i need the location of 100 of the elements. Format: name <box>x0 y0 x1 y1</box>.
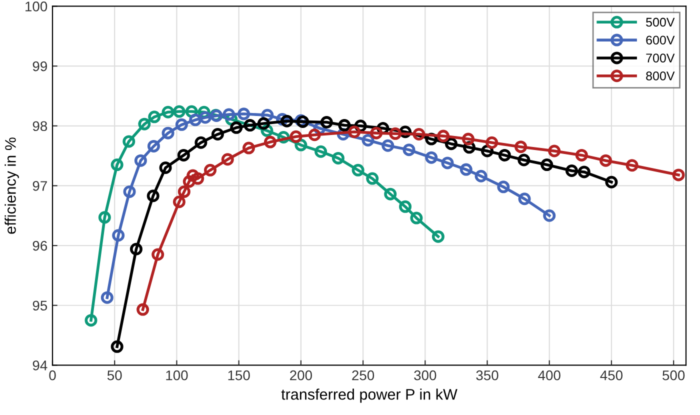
point <box>122 135 136 148</box>
x-axis-title: transferred power P in kW <box>281 388 458 403</box>
point <box>98 211 111 224</box>
point <box>199 111 212 124</box>
point <box>204 164 217 176</box>
point <box>460 163 472 176</box>
x-tick-label: 150 <box>228 370 250 380</box>
point <box>320 116 333 129</box>
x-tick-label: 50 <box>107 370 122 380</box>
point <box>152 248 164 261</box>
point <box>672 168 685 182</box>
point <box>338 119 351 132</box>
point <box>172 105 186 118</box>
point <box>370 126 383 140</box>
x-tick-label: 0 <box>49 370 56 380</box>
point <box>518 154 530 166</box>
point <box>578 166 590 178</box>
x-tick-label: 500 <box>662 370 685 380</box>
point <box>348 126 361 138</box>
point <box>543 209 556 222</box>
point <box>134 154 147 167</box>
point <box>626 159 638 172</box>
point <box>548 144 561 158</box>
legend-label: 800V <box>646 72 675 80</box>
point <box>172 196 186 208</box>
x-tick-label: 450 <box>600 370 623 380</box>
point <box>575 148 588 162</box>
point <box>399 200 412 213</box>
point <box>486 136 498 149</box>
point <box>162 126 174 140</box>
point <box>540 158 554 172</box>
point <box>462 132 474 146</box>
point <box>264 136 276 148</box>
point <box>110 340 124 353</box>
point <box>192 172 204 185</box>
point <box>147 140 160 152</box>
point <box>600 154 612 167</box>
point <box>175 118 188 131</box>
x-tick-label: 400 <box>538 370 560 380</box>
point <box>366 172 379 185</box>
point <box>425 151 438 164</box>
point <box>130 242 142 256</box>
point <box>290 130 302 143</box>
point <box>194 136 208 149</box>
point <box>474 170 488 182</box>
point <box>437 130 450 142</box>
point <box>280 114 294 128</box>
y-tick-label: 99 <box>32 61 47 72</box>
point <box>565 164 578 178</box>
point <box>362 134 374 146</box>
point <box>230 121 243 134</box>
x-tick-label: 100 <box>166 370 188 380</box>
legend-label: 600V <box>646 36 675 45</box>
y-axis-title: efficiency in % <box>4 138 19 234</box>
point <box>257 117 270 130</box>
point <box>123 185 136 198</box>
point <box>222 108 236 121</box>
y-tick-label: 96 <box>32 240 48 251</box>
point <box>244 119 256 132</box>
x-tick-label: 350 <box>476 370 498 380</box>
point <box>186 169 200 182</box>
point <box>441 156 454 170</box>
point <box>221 153 234 166</box>
point <box>352 164 364 176</box>
x-tick-label: 250 <box>352 370 374 380</box>
point <box>514 140 528 154</box>
point <box>332 152 344 164</box>
point <box>432 230 444 243</box>
point <box>189 114 202 126</box>
y-tick-label: 98 <box>32 121 48 132</box>
point <box>112 229 125 242</box>
point <box>242 142 256 154</box>
point <box>110 158 124 172</box>
point <box>308 128 321 142</box>
point <box>178 185 190 198</box>
x-tick-label: 300 <box>414 370 436 380</box>
point <box>136 303 150 316</box>
point <box>238 108 250 120</box>
point <box>402 144 416 156</box>
point <box>412 128 426 141</box>
point <box>498 148 511 162</box>
y-tick-label: 94 <box>32 360 48 370</box>
point <box>444 138 458 150</box>
point <box>146 190 160 202</box>
legend-label: 700V <box>646 54 675 62</box>
point <box>182 175 196 188</box>
point <box>497 180 510 194</box>
point <box>177 148 190 162</box>
point <box>382 139 394 152</box>
point <box>84 314 98 327</box>
x-tick-label: 200 <box>290 370 312 380</box>
point <box>389 127 402 140</box>
point <box>518 192 531 206</box>
y-tick-label: 100 <box>26 2 48 12</box>
point <box>605 176 618 188</box>
point <box>211 128 224 141</box>
point <box>410 212 423 224</box>
y-tick-label: 95 <box>32 300 48 311</box>
point <box>159 162 172 174</box>
point <box>384 188 397 200</box>
